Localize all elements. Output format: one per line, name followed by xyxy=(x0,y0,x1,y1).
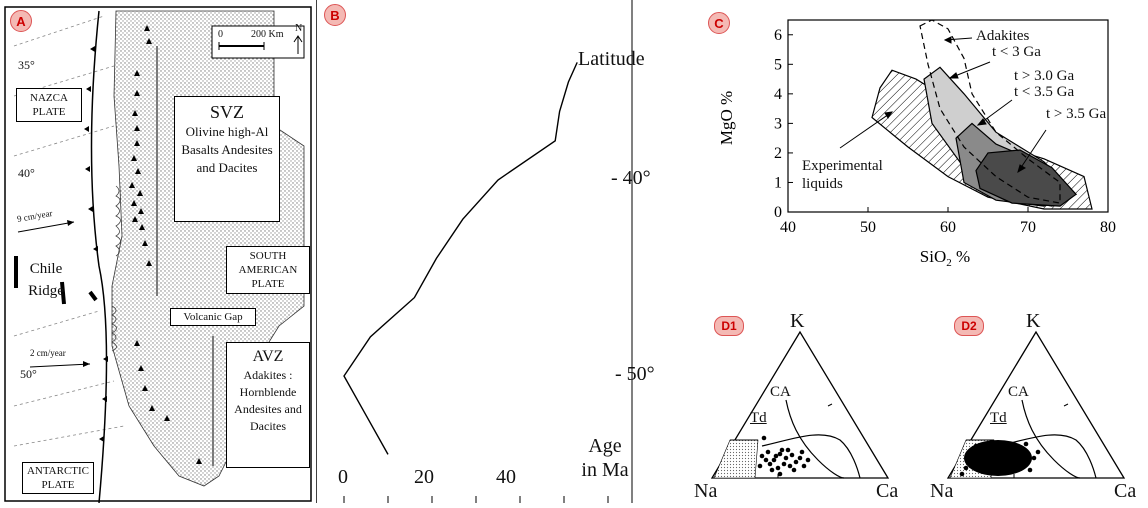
x-tick-label: 60 xyxy=(940,219,956,236)
field-4 xyxy=(975,149,1077,207)
chile-ridge-label: Chile Ridge xyxy=(28,261,64,299)
d1-k-label: K xyxy=(790,310,805,332)
y-tick-label: 6 xyxy=(774,27,782,44)
latitude-40-label: 40° xyxy=(18,166,35,180)
svz-body: Olivine high-Al Basalts Andesites and Da… xyxy=(181,124,273,175)
panel-b-chart: B Latitude - 40° - 50° Age in Ma 0 20 40 xyxy=(315,0,670,503)
antarctic-plate-label: ANTARCTIC PLATE xyxy=(22,462,94,494)
latitude-age-chart xyxy=(315,0,633,503)
svz-title: SVZ xyxy=(209,102,244,122)
panel-a-map: A 0 200 Km N 35° 40° 50° NAZCA PLATE SVZ… xyxy=(4,6,314,504)
field-1 xyxy=(919,19,1061,204)
y-axis-title: Latitude xyxy=(578,48,645,70)
panel-b-badge: B xyxy=(324,4,346,26)
label-t-lt-3: t < 3 Ga xyxy=(992,44,1041,60)
panel-d2-badge: D2 xyxy=(954,316,984,336)
avz-title: AVZ xyxy=(252,348,284,365)
avz-box: AVZ Adakites : Hornblende Andesites and … xyxy=(226,342,310,468)
x-tick-20: 20 xyxy=(414,466,434,488)
avz-body: Adakites : Hornblende Andesites and Daci… xyxy=(234,368,302,433)
label-t-gt-3-5: t > 3.5 Ga xyxy=(1046,106,1107,122)
volcanic-gap-label: Volcanic Gap xyxy=(170,308,256,326)
d1-ca-label: Ca xyxy=(876,480,899,502)
d1-ternary-graphic xyxy=(710,330,890,479)
y-tick-label: 5 xyxy=(774,56,782,73)
label-experimental: Experimental xyxy=(802,158,883,174)
panel-d1-badge: D1 xyxy=(714,316,744,336)
x-tick-0: 0 xyxy=(338,466,348,488)
panel-c-badge: C xyxy=(708,12,730,34)
y-tick-label: 2 xyxy=(774,145,782,162)
scale-zero-label: 0 xyxy=(218,29,223,40)
north-label: N xyxy=(295,23,303,34)
rate-2-label: 2 cm/year xyxy=(30,348,66,358)
label-t-gt-3-0: t > 3.0 Ga xyxy=(1014,68,1075,84)
y-tick-label: 0 xyxy=(774,204,782,221)
panel-d1-ternary: D1 K Na Ca CA Td xyxy=(690,310,910,503)
d2-k-label: K xyxy=(1026,310,1041,332)
d2-ca-label: Ca xyxy=(1114,480,1137,502)
x-tick-label: 50 xyxy=(860,219,876,236)
y-tick-40: - 40° xyxy=(611,167,651,189)
panel-d2-ternary: D2 K Na Ca CA Td xyxy=(926,310,1148,503)
label-adakites: Adakites xyxy=(976,28,1030,44)
latitude-50-label: 50° xyxy=(20,367,37,381)
nazca-plate-label: NAZCA PLATE xyxy=(16,88,82,122)
latitude-35-label: 35° xyxy=(18,58,35,72)
y-tick-label: 1 xyxy=(774,174,782,191)
x-tick-label: 70 xyxy=(1020,219,1036,236)
label-liquids: liquids xyxy=(802,176,843,192)
d2-na-label: Na xyxy=(930,480,954,502)
d2-ca-field-label: CA xyxy=(1008,384,1029,400)
d2-ternary-graphic xyxy=(946,330,1126,479)
x-axis-title: SiO2 % xyxy=(920,247,970,269)
age-latitude-line xyxy=(343,62,578,455)
y-axis-title: MgO % xyxy=(717,91,736,145)
x-tick-40: 40 xyxy=(496,466,516,488)
d2-td-field-label: Td xyxy=(990,410,1007,426)
svz-box: SVZ Olivine high-Al Basalts Andesites an… xyxy=(174,96,280,222)
x-tick-label: 40 xyxy=(780,219,796,236)
d1-ca-field-label: CA xyxy=(770,384,791,400)
d1-td-field-label: Td xyxy=(750,410,767,426)
y-tick-label: 4 xyxy=(774,86,782,103)
x-tick-label: 80 xyxy=(1100,219,1116,236)
d1-na-label: Na xyxy=(694,480,718,502)
mgo-sio2-chart: 40 50 60 70 80 0 1 2 3 4 5 6 SiO2 % MgO % xyxy=(717,19,1116,269)
scale-distance-label: 200 Km xyxy=(251,29,284,40)
y-tick-50: - 50° xyxy=(615,363,655,385)
y-tick-label: 3 xyxy=(774,115,782,132)
label-t-lt-3-5: t < 3.5 Ga xyxy=(1014,84,1075,100)
panel-c-chart: 40 50 60 70 80 0 1 2 3 4 5 6 SiO2 % MgO % C Adakite… xyxy=(700,0,1148,272)
x-axis-title: Age in Ma xyxy=(581,435,629,481)
south-american-plate-label: SOUTH AMERICAN PLATE xyxy=(226,246,310,294)
panel-a-badge: A xyxy=(10,10,32,32)
